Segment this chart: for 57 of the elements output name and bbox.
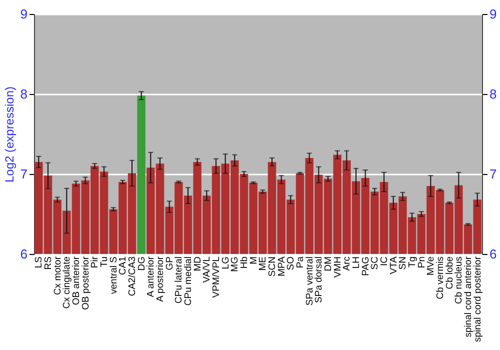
y-tick-label: 6 — [20, 246, 28, 262]
x-tick-label: DG — [136, 256, 148, 271]
x-tick-label: LH — [351, 256, 362, 269]
x-tick-label: OB posterior — [80, 256, 92, 310]
x-tick-label: VTA — [388, 256, 400, 274]
x-tick-label: VA/VL — [202, 256, 213, 283]
x-tick-label: SO — [286, 256, 297, 270]
x-tick-label: Cb vermis — [435, 256, 446, 300]
x-tick-label: Hb — [239, 256, 250, 269]
x-tick-label: RS — [43, 256, 54, 270]
x-tick-label: DM — [323, 256, 334, 272]
x-tick-label: Cx cingulate — [62, 256, 73, 309]
x-tick-label: SCN — [267, 256, 278, 277]
x-tick-label: Pn — [416, 256, 428, 268]
y-tick-label: 9 — [20, 6, 28, 22]
y-axis-title: Log2 (expression) — [2, 86, 16, 183]
x-tick-label: PAG — [360, 256, 372, 276]
y-tick-label: 8 — [20, 86, 28, 102]
x-tick-label: VMH — [332, 256, 344, 278]
x-tick-label: spinal cord anterior — [463, 256, 474, 338]
x-tick-label: LS — [34, 256, 45, 268]
y2-tick-label: 8 — [490, 86, 497, 102]
y2-tick-label: 7 — [490, 166, 497, 182]
x-tick-label: M — [248, 256, 260, 264]
x-tick-label: Pir — [90, 256, 101, 268]
x-tick-label: LG — [220, 256, 232, 270]
x-tick-label: CA2/CA3 — [127, 256, 138, 296]
x-tick-label: IC — [379, 256, 390, 266]
x-tick-label: CPu lateral — [174, 256, 185, 304]
x-tick-label: MG — [230, 256, 241, 272]
x-tick-label: Tu — [99, 256, 110, 268]
x-tick-label: Cb lobe — [444, 256, 456, 290]
y2-tick-label: 9 — [490, 6, 497, 22]
x-tick-label: Arc — [342, 256, 353, 271]
x-tick-label: CPu medial — [183, 256, 194, 306]
x-tick-label: MVe — [426, 256, 437, 276]
x-tick-label: MPA — [276, 256, 288, 276]
y-tick-label: 7 — [20, 166, 28, 182]
x-tick-label: SPa ventral — [304, 256, 316, 306]
x-tick-label: Pa — [295, 256, 306, 268]
x-tick-label: GP — [164, 256, 176, 270]
x-tick-label: ME — [258, 256, 269, 271]
x-tick-label: MD — [192, 256, 204, 272]
x-tick-label: CA1 — [118, 256, 129, 275]
x-tick-label: VPM/VPL — [211, 256, 222, 298]
x-tick-label: SPa dorsal — [314, 256, 325, 303]
x-tick-label: Tg — [407, 256, 418, 268]
x-tick-label: A anterior — [146, 256, 157, 298]
x-tick-label: Cb nucleus — [454, 256, 465, 304]
x-tick-label: OB anterior — [71, 256, 82, 306]
x-tick-label: A posterior — [155, 256, 166, 302]
x-tick-label: spinal cord posterior — [472, 256, 484, 342]
x-tick-label: Cx motor — [52, 256, 64, 296]
x-tick-label: SC — [370, 256, 381, 270]
y2-tick-label: 6 — [490, 246, 497, 262]
x-tick-label: SN — [398, 256, 409, 270]
x-tick-label: ventral S — [108, 256, 120, 294]
